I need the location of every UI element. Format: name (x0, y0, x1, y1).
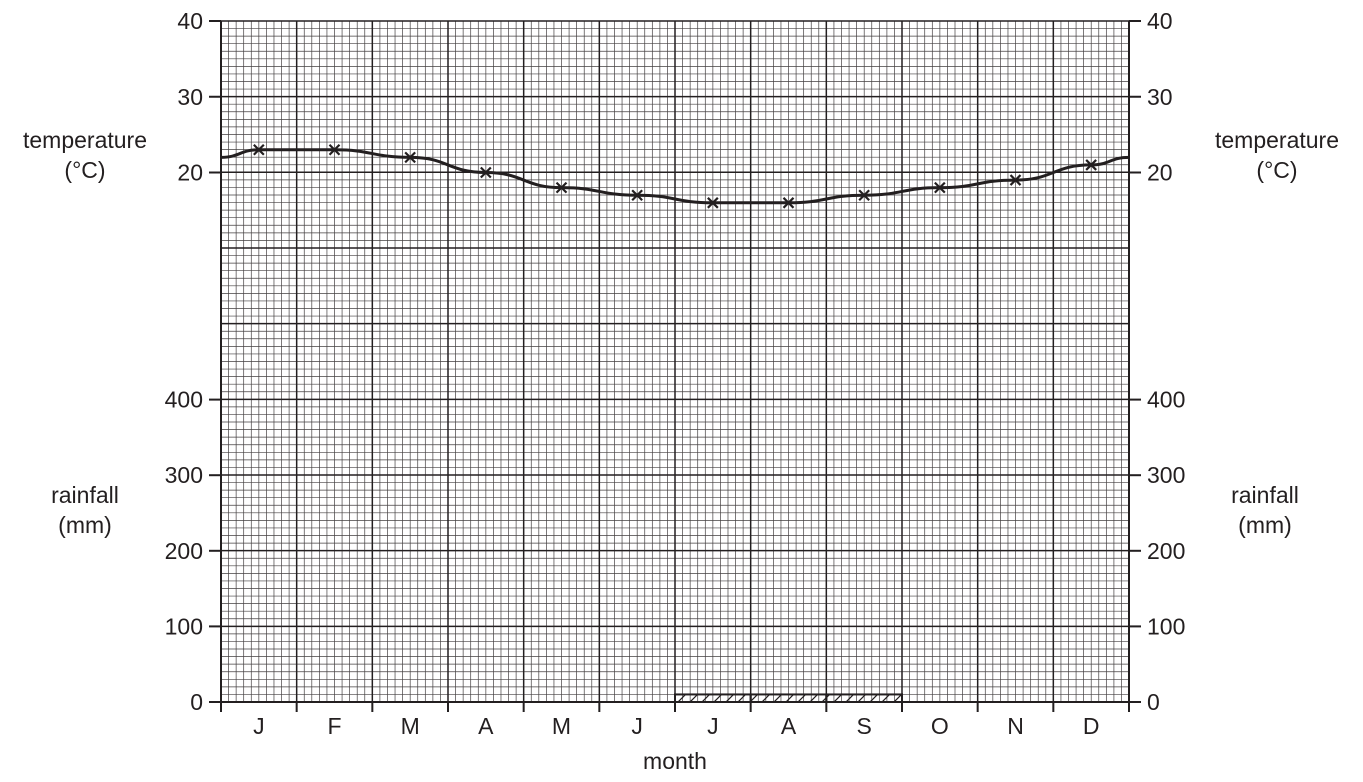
temperature-point (782, 197, 795, 209)
rainfall-tick-label: 200 (1147, 538, 1185, 564)
temperature-point (707, 197, 719, 209)
temperature-point (480, 166, 492, 179)
month-label: M (401, 713, 420, 739)
temperature-point (1085, 159, 1097, 171)
rainfall-label-word: rainfall (1231, 482, 1299, 508)
temperature-point (934, 181, 946, 194)
rainfall-bars (674, 693, 903, 704)
temperature-tick-label: 40 (1147, 8, 1173, 34)
temperature-point (253, 143, 265, 156)
rainfall-tick-label: 0 (190, 689, 203, 715)
rainfall-bar (749, 693, 828, 704)
rainfall-axis-label-left: rainfall (mm) (0, 480, 170, 540)
month-label: O (931, 713, 949, 739)
temperature-point (555, 181, 568, 194)
rainfall-tick-label: 100 (1147, 613, 1185, 639)
temperature-tick-label: 20 (1147, 160, 1173, 186)
temperature-point (858, 189, 870, 202)
month-label: J (253, 713, 265, 739)
temperature-tick-label: 20 (177, 160, 203, 186)
rainfall-bar (825, 693, 903, 704)
axes: 40 40 30 30 20 20 400 400 300 300 200 200 100 100 0 0 J F… (165, 8, 1186, 739)
temperature-point (1009, 174, 1022, 186)
temperature-line (220, 148, 1130, 205)
temperature-axis-label-left: temperature (°C) (0, 125, 170, 185)
month-label: M (552, 713, 571, 739)
month-label: N (1007, 713, 1024, 739)
temperature-label-word: temperature (1214, 127, 1339, 153)
temperature-label-unit: (°C) (64, 157, 106, 183)
temperature-label-unit: (°C) (1256, 157, 1298, 183)
month-label: A (781, 713, 797, 739)
temperature-tick-label: 30 (1147, 84, 1173, 110)
rainfall-axis-label-right: rainfall (mm) (1180, 480, 1350, 540)
rainfall-label-unit: (mm) (58, 512, 112, 538)
month-label: A (478, 713, 494, 739)
temperature-axis-label-right: temperature (°C) (1192, 125, 1362, 185)
temperature-curve (220, 148, 1130, 205)
x-axis-label: month (643, 748, 707, 774)
rainfall-tick-label: 400 (1147, 387, 1185, 413)
temperature-label-word: temperature (22, 127, 147, 153)
month-label: D (1083, 713, 1100, 739)
rainfall-tick-label: 100 (165, 613, 203, 639)
rainfall-label-word: rainfall (51, 482, 119, 508)
temperature-tick-label: 30 (177, 84, 203, 110)
temperature-tick-label: 40 (177, 8, 203, 34)
rainfall-label-unit: (mm) (1238, 512, 1292, 538)
rainfall-tick-label: 200 (165, 538, 203, 564)
temperature-point (404, 151, 416, 164)
rainfall-tick-label: 300 (1147, 462, 1185, 488)
rainfall-tick-label: 400 (165, 387, 203, 413)
month-label: S (856, 713, 871, 739)
rainfall-tick-label: 300 (165, 462, 203, 488)
month-label: J (631, 713, 643, 739)
rainfall-tick-label: 0 (1147, 689, 1160, 715)
temperature-markers (253, 143, 1097, 209)
temperature-point (631, 189, 643, 202)
temperature-point (328, 143, 341, 156)
rainfall-bar (674, 693, 752, 704)
month-label: F (327, 713, 341, 739)
month-label: J (707, 713, 719, 739)
